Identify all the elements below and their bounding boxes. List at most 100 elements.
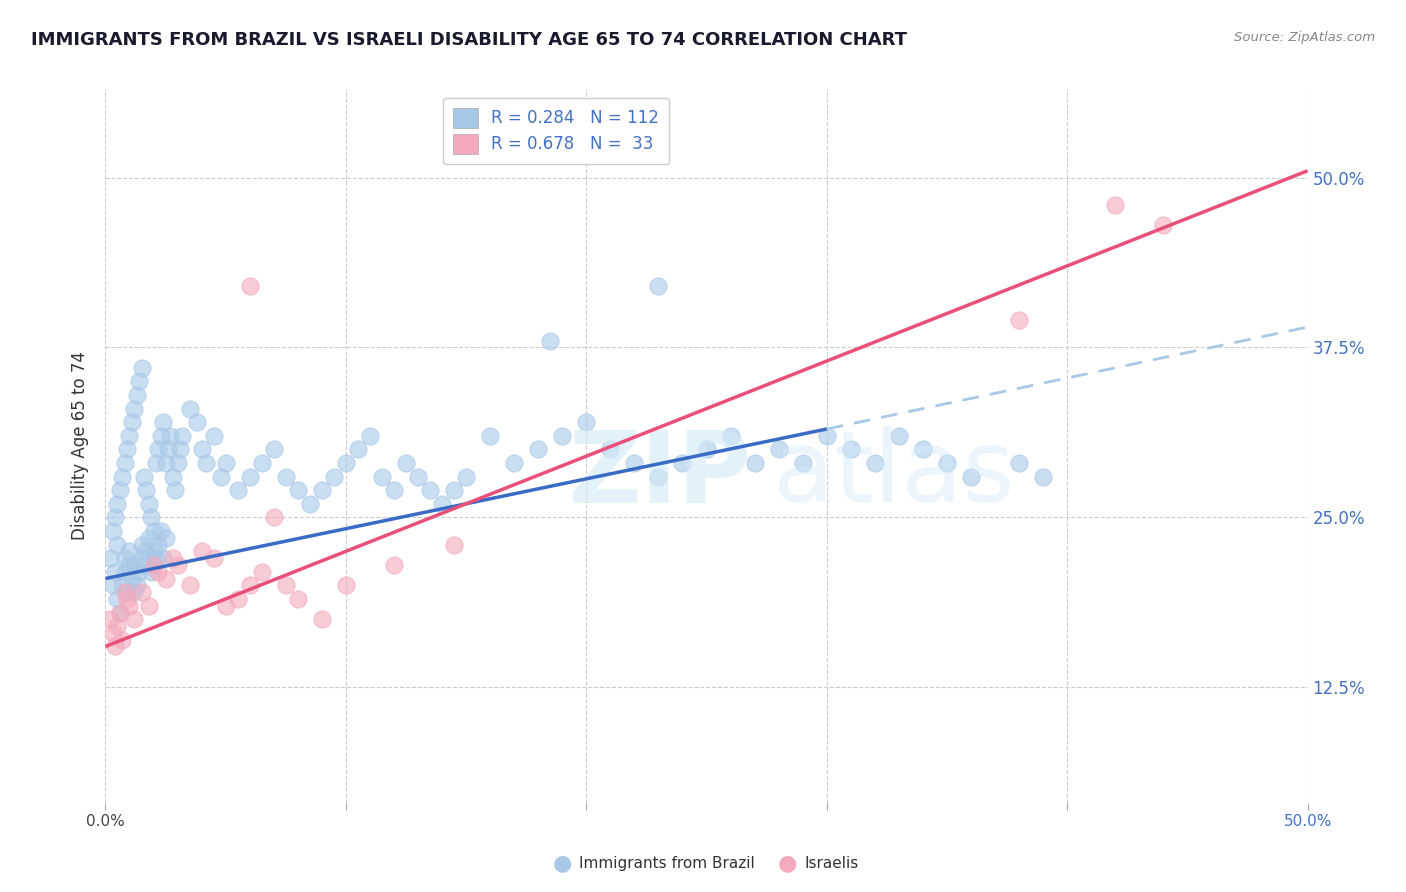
- Point: [359, 429, 381, 443]
- Point: [239, 279, 262, 293]
- Point: [1104, 198, 1126, 212]
- Point: [124, 558, 146, 572]
- Point: [115, 585, 138, 599]
- Point: [135, 544, 157, 558]
- Point: [138, 497, 160, 511]
- Point: [239, 469, 262, 483]
- Point: [671, 456, 693, 470]
- Point: [142, 558, 165, 572]
- Text: Israelis: Israelis: [804, 856, 859, 871]
- Point: [1008, 313, 1031, 327]
- Point: [311, 612, 333, 626]
- Point: [111, 632, 134, 647]
- Point: [121, 415, 143, 429]
- Text: 50.0%: 50.0%: [1284, 814, 1331, 829]
- Point: [114, 551, 136, 566]
- Point: [179, 401, 201, 416]
- Point: [815, 429, 838, 443]
- Point: [382, 558, 405, 572]
- Point: [287, 483, 309, 498]
- Point: [179, 578, 201, 592]
- Point: [527, 442, 550, 457]
- Point: [98, 612, 121, 626]
- Point: [239, 578, 262, 592]
- Point: [911, 442, 934, 457]
- Point: [108, 606, 131, 620]
- Point: [960, 469, 983, 483]
- Point: [936, 456, 959, 470]
- Point: [1032, 469, 1054, 483]
- Point: [138, 531, 160, 545]
- Point: [395, 456, 418, 470]
- Point: [121, 572, 143, 586]
- Point: [118, 599, 141, 613]
- Point: [149, 429, 172, 443]
- Point: [839, 442, 862, 457]
- Point: [101, 626, 124, 640]
- Text: ZIP: ZIP: [568, 426, 751, 523]
- Point: [190, 442, 212, 457]
- Point: [155, 456, 177, 470]
- Point: [152, 415, 174, 429]
- Point: [165, 483, 187, 498]
- Y-axis label: Disability Age 65 to 74: Disability Age 65 to 74: [72, 351, 90, 541]
- Point: [128, 375, 150, 389]
- Point: [169, 442, 191, 457]
- Point: [148, 442, 170, 457]
- Point: [107, 591, 129, 606]
- Point: [696, 442, 718, 457]
- Point: [226, 483, 249, 498]
- Point: [335, 578, 357, 592]
- Point: [479, 429, 502, 443]
- Point: [647, 279, 669, 293]
- Point: [162, 469, 184, 483]
- Point: [623, 456, 645, 470]
- Point: [214, 599, 236, 613]
- Point: [104, 565, 127, 579]
- Point: [101, 578, 124, 592]
- Point: [335, 456, 357, 470]
- Point: [443, 483, 465, 498]
- Text: ●: ●: [553, 854, 572, 873]
- Point: [274, 578, 297, 592]
- Text: Source: ZipAtlas.com: Source: ZipAtlas.com: [1234, 31, 1375, 45]
- Point: [152, 551, 174, 566]
- Point: [125, 388, 148, 402]
- Point: [575, 415, 598, 429]
- Point: [382, 483, 405, 498]
- Point: [132, 469, 155, 483]
- Point: [132, 558, 155, 572]
- Point: [104, 510, 127, 524]
- Point: [720, 429, 742, 443]
- Point: [148, 565, 170, 579]
- Point: [142, 524, 165, 538]
- Point: [139, 565, 162, 579]
- Text: IMMIGRANTS FROM BRAZIL VS ISRAELI DISABILITY AGE 65 TO 74 CORRELATION CHART: IMMIGRANTS FROM BRAZIL VS ISRAELI DISABI…: [31, 31, 907, 49]
- Point: [209, 469, 232, 483]
- Point: [98, 551, 121, 566]
- Point: [347, 442, 370, 457]
- Point: [156, 442, 179, 457]
- Point: [298, 497, 321, 511]
- Point: [263, 442, 285, 457]
- Point: [744, 456, 766, 470]
- Text: ●: ●: [778, 854, 797, 873]
- Point: [226, 591, 249, 606]
- Point: [148, 537, 170, 551]
- Point: [131, 551, 153, 566]
- Point: [430, 497, 453, 511]
- Point: [142, 544, 165, 558]
- Point: [125, 578, 148, 592]
- Point: [322, 469, 344, 483]
- Point: [454, 469, 477, 483]
- Point: [287, 591, 309, 606]
- Point: [101, 524, 124, 538]
- Point: [263, 510, 285, 524]
- Point: [768, 442, 790, 457]
- Point: [166, 456, 188, 470]
- Point: [863, 456, 886, 470]
- Point: [155, 531, 177, 545]
- Point: [371, 469, 394, 483]
- Point: [124, 585, 146, 599]
- Point: [1008, 456, 1031, 470]
